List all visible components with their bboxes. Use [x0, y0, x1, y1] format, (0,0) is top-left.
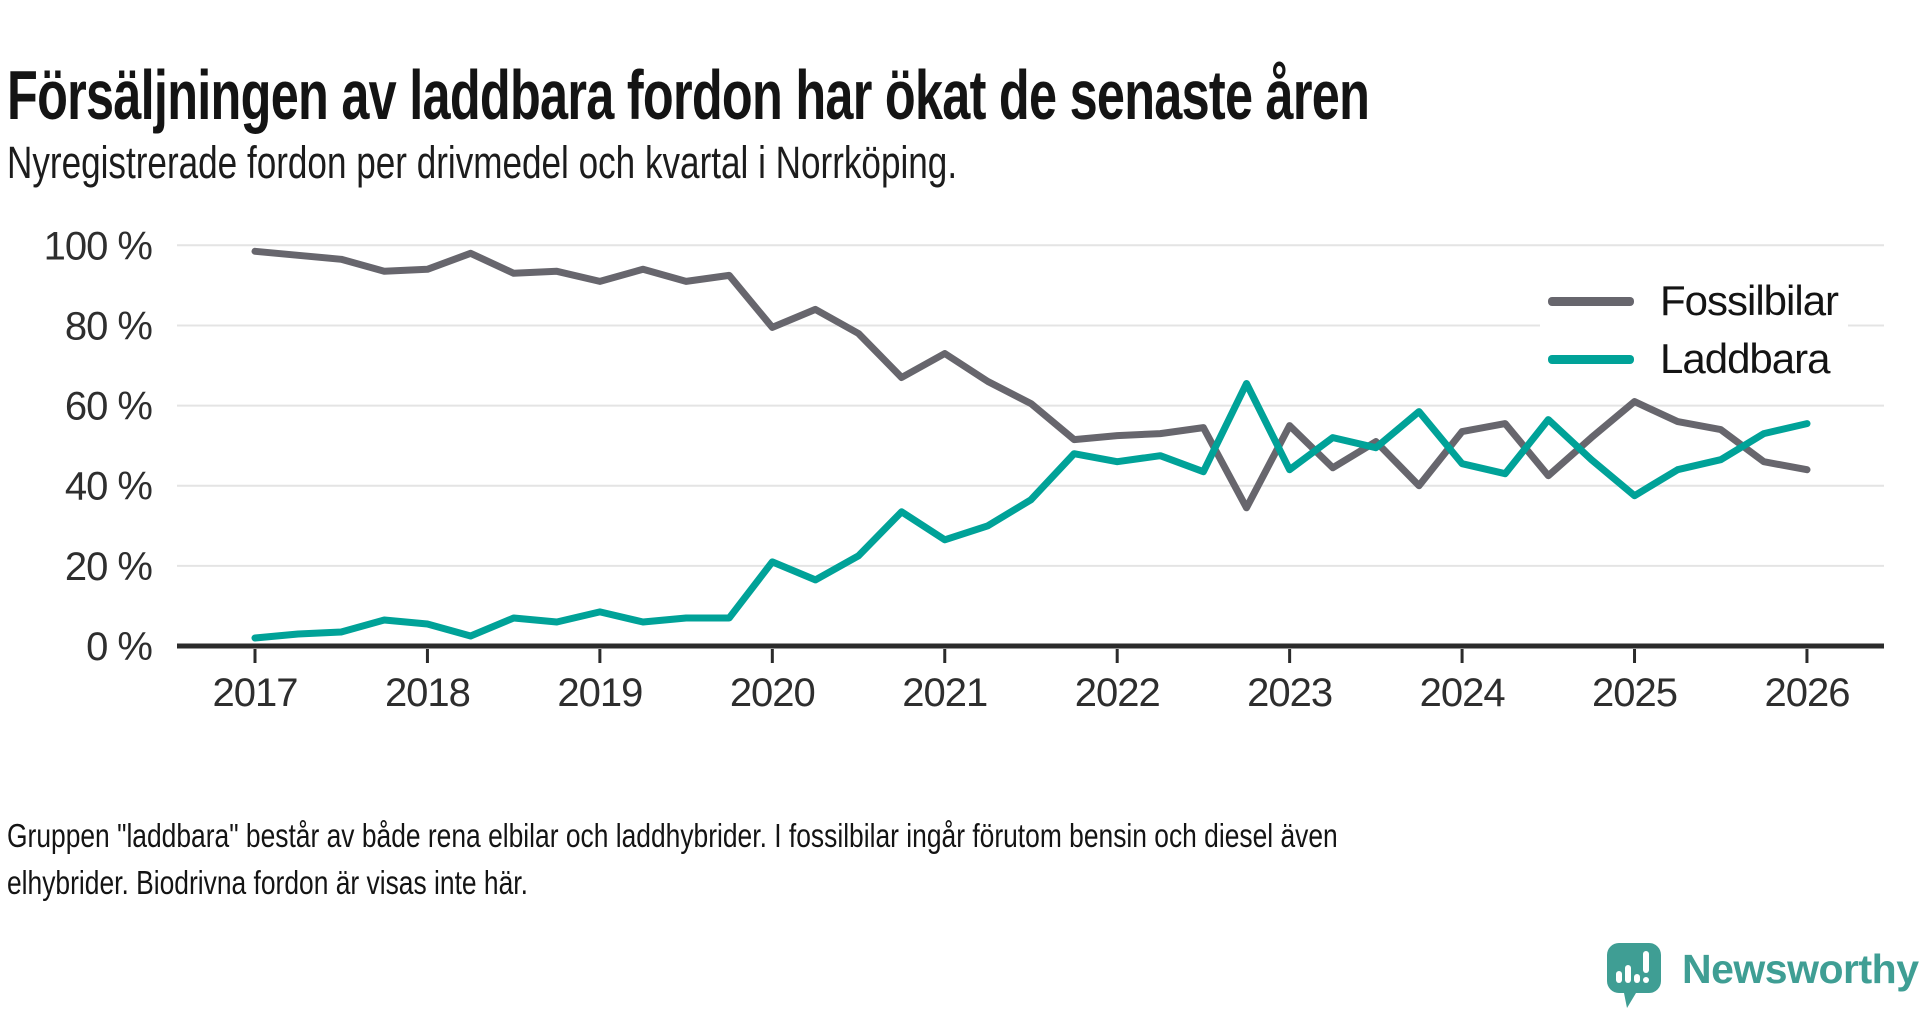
series-line-laddbara [251, 380, 1811, 642]
y-tick-label: 40 % [65, 465, 153, 509]
x-tick-label: 2019 [557, 671, 642, 715]
y-tick-label: 20 % [65, 545, 153, 589]
chart-footnote: Gruppen "laddbara" består av både rena e… [7, 812, 1338, 906]
newsworthy-logo-icon [1607, 943, 1661, 1008]
x-tick-label: 2026 [1764, 671, 1849, 715]
y-tick-label: 100 % [44, 224, 153, 268]
x-tick-label: 2022 [1075, 671, 1160, 715]
x-tick-label: 2020 [730, 671, 815, 715]
legend-label-fossilbilar: Fossilbilar [1660, 277, 1839, 324]
x-tick-label: 2021 [902, 671, 987, 715]
x-tick-label: 2017 [213, 671, 298, 715]
x-tick-label: 2025 [1592, 671, 1677, 715]
footnote-line-2: elhybrider. Biodrivna fordon är visas in… [7, 864, 528, 901]
chart-subtitle: Nyregistrerade fordon per drivmedel och … [7, 137, 958, 188]
x-tick-label: 2023 [1247, 671, 1332, 715]
series-line-fossilbilar [251, 247, 1811, 512]
y-tick-label: 0 % [86, 625, 152, 669]
newsworthy-logo: Newsworthy [1606, 942, 1919, 1010]
legend-item-laddbara: Laddbara [1548, 334, 1838, 384]
chart-legend: Fossilbilar Laddbara [1540, 270, 1849, 390]
legend-item-fossilbilar: Fossilbilar [1548, 276, 1839, 326]
laddbara-line-swatch-icon [1548, 354, 1634, 364]
chart-title: Försäljningen av laddbara fordon har öka… [7, 55, 1370, 134]
footnote-line-1: Gruppen "laddbara" består av både rena e… [7, 817, 1338, 854]
y-tick-label: 80 % [65, 304, 153, 348]
newsworthy-logo-text: Newsworthy [1682, 946, 1919, 992]
y-tick-label: 60 % [65, 385, 153, 429]
x-tick-label: 2024 [1420, 671, 1506, 715]
x-tick-label: 2018 [385, 671, 470, 715]
fossilbilar-line-swatch-icon [1548, 296, 1634, 306]
legend-label-laddbara: Laddbara [1660, 335, 1830, 382]
